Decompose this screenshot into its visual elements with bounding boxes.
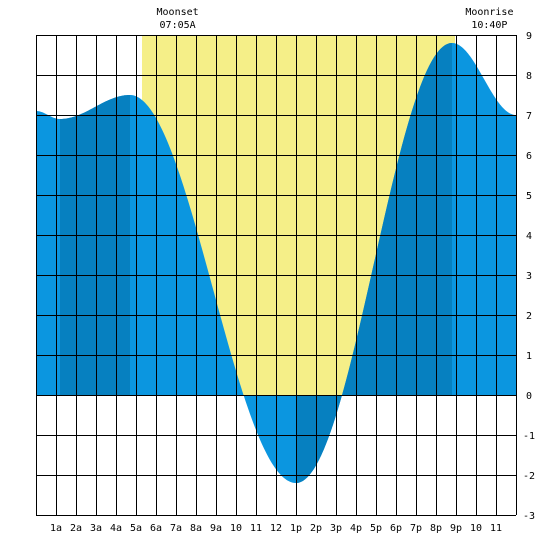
y-tick-label: 8 — [526, 71, 532, 82]
x-tick-label: 11 — [490, 523, 502, 534]
x-tick-label: 3a — [90, 523, 102, 534]
tide-dark-band-0 — [60, 95, 130, 395]
moon-events: Moonset 07:05A Moonrise 10:40P — [157, 7, 514, 31]
y-tick-label: 5 — [526, 191, 532, 202]
x-tick-label: 1a — [50, 523, 62, 534]
x-tick-label: 8p — [430, 523, 442, 534]
event-label: Moonset — [157, 7, 199, 18]
y-tick-label: -3 — [523, 511, 535, 522]
tide-dark-band-2 — [338, 43, 452, 409]
x-tick-label: 7p — [410, 523, 422, 534]
y-tick-label: 6 — [526, 151, 532, 162]
x-tick-label: 9a — [210, 523, 222, 534]
x-tick-label: 5p — [370, 523, 382, 534]
event-time: 07:05A — [160, 20, 196, 31]
event-label: Moonrise — [465, 7, 513, 18]
x-tick-label: 3p — [330, 523, 342, 534]
y-tick-label: 4 — [526, 231, 532, 242]
event-time: 10:40P — [471, 20, 507, 31]
y-tick-labels: -3 -2 -1 0 1 2 3 4 5 6 7 8 9 — [523, 31, 535, 522]
x-tick-labels: 1a 2a 3a 4a 5a 6a 7a 8a 9a 10 11 12 1p 2p 3p 4p 5p 6p 7p 8p… — [50, 523, 502, 534]
x-tick-label: 1p — [290, 523, 302, 534]
y-tick-label: 1 — [526, 351, 532, 362]
x-tick-label: 10 — [230, 523, 242, 534]
x-tick-label: 2p — [310, 523, 322, 534]
y-tick-label: -2 — [523, 471, 535, 482]
x-tick-label: 4a — [110, 523, 122, 534]
x-tick-label: 6a — [150, 523, 162, 534]
y-tick-label: 9 — [526, 31, 532, 42]
x-tick-label: 8a — [190, 523, 202, 534]
x-tick-label: 6p — [390, 523, 402, 534]
y-tick-label: 2 — [526, 311, 532, 322]
x-tick-label: 12 — [270, 523, 282, 534]
x-tick-label: 4p — [350, 523, 362, 534]
x-tick-label: 2a — [70, 523, 82, 534]
y-tick-label: 3 — [526, 271, 532, 282]
x-tick-label: 10 — [470, 523, 482, 534]
y-tick-label: 7 — [526, 111, 532, 122]
y-tick-label: -1 — [523, 431, 535, 442]
x-tick-label: 5a — [130, 523, 142, 534]
x-tick-label: 7a — [170, 523, 182, 534]
y-tick-label: 0 — [526, 391, 532, 402]
x-tick-label: 11 — [250, 523, 262, 534]
grid-lines — [36, 35, 517, 516]
x-tick-label: 9p — [450, 523, 462, 534]
